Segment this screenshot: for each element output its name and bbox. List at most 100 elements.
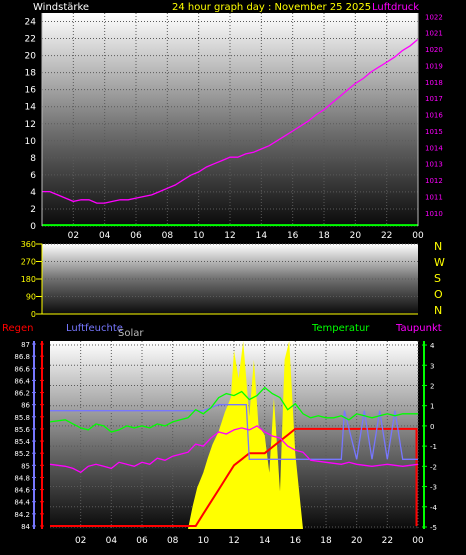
top-right-tick-label: 1012 — [425, 177, 443, 185]
top-right-tick-label: 1020 — [425, 46, 443, 54]
series-luftdruck — [42, 38, 419, 204]
bottom-left-tick-label: 85.6 — [14, 426, 30, 434]
bottom-right-tick-label: 2 — [430, 382, 434, 390]
top-x-tick-label: 04 — [99, 231, 111, 241]
series-solar — [50, 341, 418, 529]
bottom-left-tick-label: 84.2 — [14, 511, 30, 519]
direction-label-n-bottom: N — [434, 304, 442, 317]
bottom-x-tick-label: 10 — [198, 536, 210, 546]
legend-luftfeuchte: Luftfeuchte — [66, 323, 123, 334]
top-right-tick-label: 1010 — [425, 210, 443, 218]
top-right-tick-label: 1019 — [425, 62, 443, 70]
bottom-right-tick-label: 0 — [430, 423, 434, 431]
bottom-right-tick-label: -3 — [430, 484, 437, 492]
chart-title: 24 hour graph day : November 25 2025 — [172, 2, 371, 13]
bottom-left-tick-label: 85.8 — [14, 414, 30, 422]
top-left-tick-label: 24 — [25, 18, 37, 28]
bottom-left-tick-label: 86.6 — [14, 365, 30, 373]
bottom-left-tick-label: 84.8 — [14, 474, 30, 482]
bottom-x-tick-label: 06 — [136, 536, 148, 546]
bottom-x-tick-label: 04 — [106, 536, 118, 546]
bottom-right-tick-label: 1 — [430, 403, 434, 411]
bottom-right-tick-label: 4 — [430, 342, 435, 350]
top-right-tick-label: 1017 — [425, 95, 443, 103]
top-left-tick-label: 6 — [30, 171, 36, 181]
top-left-tick-label: 16 — [25, 86, 37, 96]
top-x-tick-label: 22 — [381, 231, 392, 241]
top-right-tick-label: 1014 — [425, 144, 443, 152]
direction-label-s: S — [434, 272, 441, 285]
top-right-tick-label: 1016 — [425, 112, 443, 120]
bottom-left-tick-label: 86.8 — [14, 353, 30, 361]
legend-taupunkt: Taupunkt — [395, 323, 442, 334]
bottom-x-tick-label: 18 — [320, 536, 332, 546]
top-right-tick-label: 1018 — [425, 79, 443, 87]
marks-layer — [42, 38, 419, 529]
direction-label-o: O — [434, 288, 443, 301]
bottom-right-tick-label: -4 — [430, 504, 438, 512]
top-left-tick-label: 12 — [25, 120, 36, 130]
bottom-left-tick-label: 84.6 — [14, 487, 30, 495]
direction-label-n-top: N — [434, 240, 442, 253]
series-luftfeuchte — [50, 404, 418, 460]
top-left-tick-label: 10 — [25, 137, 37, 147]
bottom-left-tick-label: 84.4 — [14, 499, 30, 507]
top-left-tick-label: 22 — [25, 35, 36, 45]
bottom-right-tick-label: -5 — [430, 524, 437, 532]
top-left-tick-label: 14 — [25, 103, 37, 113]
bottom-x-tick-label: 02 — [75, 536, 86, 546]
top-left-tick-label: 0 — [30, 222, 36, 232]
series-taupunkt — [49, 425, 419, 474]
bottom-right-tick-label: -1 — [430, 443, 437, 451]
top-right-tick-label: 1011 — [425, 194, 443, 202]
bottom-left-tick-label: 85.4 — [14, 438, 30, 446]
bottom-left-tick-label: 86.4 — [14, 377, 30, 385]
mid-left-tick-label: 90 — [26, 293, 36, 302]
top-right-tick-label: 1015 — [425, 128, 443, 136]
bottom-x-tick-label: 16 — [290, 536, 302, 546]
mid-left-tick-label: 0 — [31, 310, 36, 319]
top-x-tick-label: 18 — [318, 231, 330, 241]
bottom-left-tick-label: 84 — [21, 523, 30, 531]
top-x-tick-label: 20 — [350, 231, 362, 241]
bottom-right-tick-label: -2 — [430, 463, 437, 471]
mid-left-tick-label: 360 — [21, 240, 36, 249]
bottom-x-tick-label: 12 — [228, 536, 239, 546]
legend-regen: Regen — [2, 323, 34, 334]
mid-left-tick-label: 270 — [21, 258, 36, 267]
top-right-tick-label: 1021 — [425, 30, 443, 38]
top-x-tick-label: 02 — [68, 231, 79, 241]
bottom-left-tick-label: 85 — [21, 462, 30, 470]
bottom-left-tick-label: 86 — [21, 402, 30, 410]
top-left-tick-label: 20 — [25, 52, 37, 62]
bottom-x-tick-label: 14 — [259, 536, 271, 546]
top-x-tick-label: 10 — [193, 231, 205, 241]
series-temperatur — [49, 386, 418, 433]
direction-label-w: W — [434, 256, 445, 269]
top-x-tick-label: 00 — [412, 231, 424, 241]
mid-left-tick-label: 180 — [21, 275, 36, 284]
top-left-tick-label: 2 — [30, 205, 36, 215]
top-x-tick-label: 16 — [287, 231, 299, 241]
top-x-tick-label: 06 — [130, 231, 142, 241]
top-left-tick-label: 18 — [25, 69, 37, 79]
axis-layer: 0246810121416182022241010101110121013101… — [14, 13, 443, 546]
bottom-x-tick-label: 08 — [167, 536, 179, 546]
top-right-tick-label: 1013 — [425, 161, 443, 169]
top-x-tick-label: 08 — [162, 231, 174, 241]
top-left-tick-label: 4 — [30, 188, 36, 198]
bottom-left-tick-label: 85.2 — [14, 450, 30, 458]
bottom-x-tick-label: 20 — [351, 536, 363, 546]
top-left-tick-label: 8 — [30, 154, 36, 164]
legend-temperatur: Temperatur — [311, 323, 370, 334]
direction-plot-area — [42, 244, 418, 314]
header-right-label: Luftdruck — [372, 2, 419, 13]
top-right-tick-label: 1022 — [425, 13, 443, 21]
bottom-left-tick-label: 86.2 — [14, 390, 30, 398]
bottom-x-tick-label: 00 — [412, 536, 424, 546]
header-left-label: Windstärke — [33, 2, 89, 13]
top-plot-area — [42, 13, 418, 226]
bottom-right-tick-label: 3 — [430, 362, 434, 370]
bottom-left-tick-label: 87 — [21, 341, 30, 349]
